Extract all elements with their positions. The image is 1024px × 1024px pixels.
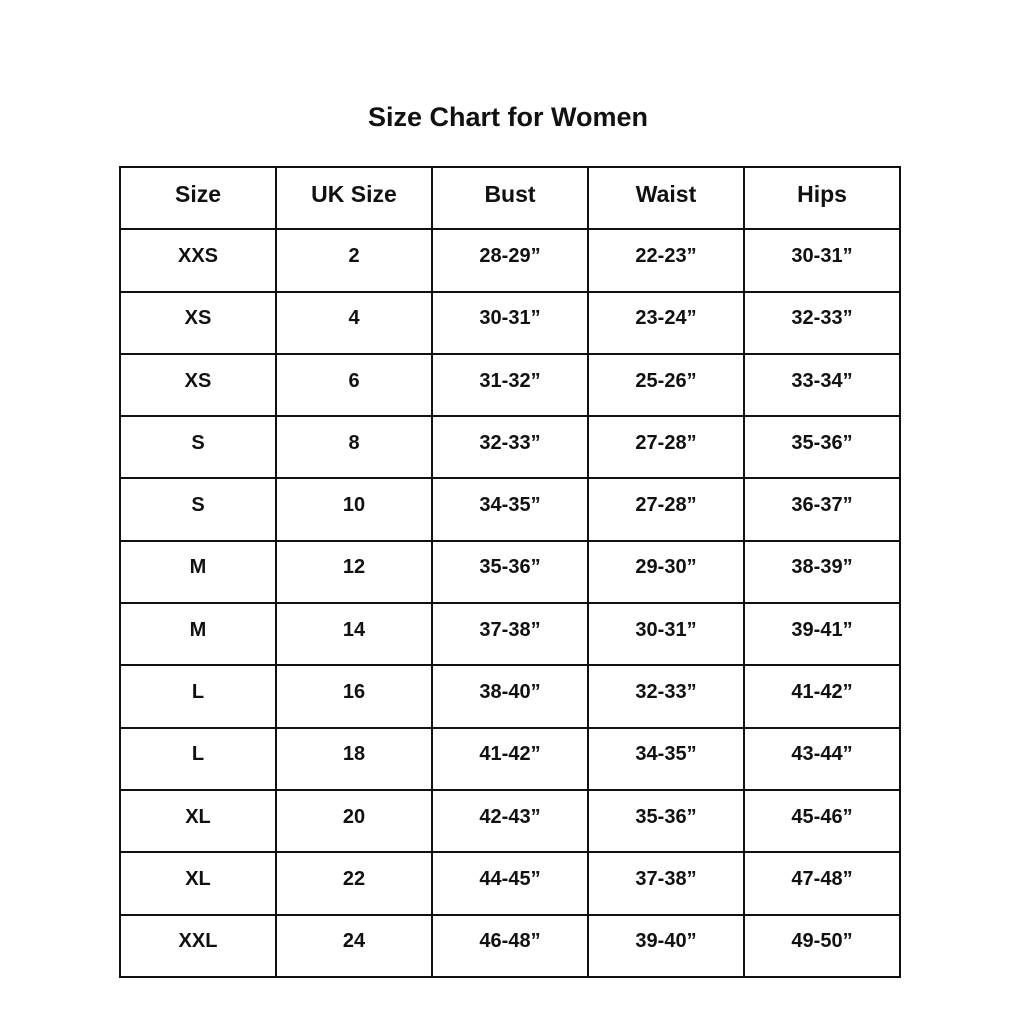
cell-hips: 30-31” xyxy=(743,228,901,293)
cell-size: XL xyxy=(119,788,277,854)
table-row: XL 22 44-45” 37-38” 47-48” xyxy=(119,851,901,916)
cell-uk-size: 18 xyxy=(275,726,433,791)
cell-uk-size: 2 xyxy=(275,228,433,293)
cell-bust: 41-42” xyxy=(431,726,589,791)
cell-bust: 46-48” xyxy=(431,913,589,978)
cell-uk-size: 20 xyxy=(275,788,433,854)
cell-size: M xyxy=(119,602,277,667)
cell-bust: 30-31” xyxy=(431,290,589,355)
cell-hips: 47-48” xyxy=(743,851,901,916)
header-uk-size: UK Size xyxy=(275,165,433,231)
table-row: L 16 38-40” 32-33” 41-42” xyxy=(119,664,901,729)
table-row: XL 20 42-43” 35-36” 45-46” xyxy=(119,788,901,854)
cell-waist: 35-36” xyxy=(587,788,745,854)
cell-waist: 25-26” xyxy=(587,352,745,418)
table-row: XXL 24 46-48” 39-40” 49-50” xyxy=(119,913,901,978)
cell-size: S xyxy=(119,415,277,480)
header-size: Size xyxy=(119,165,277,231)
header-hips: Hips xyxy=(743,165,901,231)
cell-size: XXL xyxy=(119,913,277,978)
cell-uk-size: 14 xyxy=(275,602,433,667)
cell-hips: 33-34” xyxy=(743,352,901,418)
cell-size: XS xyxy=(119,352,277,418)
table-header-row: Size UK Size Bust Waist Hips xyxy=(119,165,901,231)
cell-uk-size: 6 xyxy=(275,352,433,418)
header-waist: Waist xyxy=(587,165,745,231)
table-row: S 8 32-33” 27-28” 35-36” xyxy=(119,415,901,480)
cell-waist: 37-38” xyxy=(587,851,745,916)
size-chart-table: Size UK Size Bust Waist Hips XXS 2 28-29” 2… xyxy=(119,165,901,978)
cell-uk-size: 16 xyxy=(275,664,433,729)
cell-size: L xyxy=(119,726,277,791)
cell-bust: 28-29” xyxy=(431,228,589,293)
cell-hips: 36-37” xyxy=(743,477,901,542)
cell-hips: 35-36” xyxy=(743,415,901,480)
cell-waist: 39-40” xyxy=(587,913,745,978)
cell-uk-size: 8 xyxy=(275,415,433,480)
table-row: XS 4 30-31” 23-24” 32-33” xyxy=(119,290,901,355)
header-bust: Bust xyxy=(431,165,589,231)
cell-waist: 23-24” xyxy=(587,290,745,355)
cell-uk-size: 24 xyxy=(275,913,433,978)
cell-bust: 38-40” xyxy=(431,664,589,729)
cell-hips: 39-41” xyxy=(743,602,901,667)
cell-bust: 42-43” xyxy=(431,788,589,854)
cell-uk-size: 4 xyxy=(275,290,433,355)
cell-hips: 49-50” xyxy=(743,913,901,978)
cell-waist: 22-23” xyxy=(587,228,745,293)
cell-size: M xyxy=(119,539,277,605)
cell-uk-size: 10 xyxy=(275,477,433,542)
cell-hips: 41-42” xyxy=(743,664,901,729)
table-row: M 12 35-36” 29-30” 38-39” xyxy=(119,539,901,605)
cell-hips: 43-44” xyxy=(743,726,901,791)
cell-waist: 34-35” xyxy=(587,726,745,791)
cell-size: S xyxy=(119,477,277,542)
cell-waist: 27-28” xyxy=(587,415,745,480)
page-title: Size Chart for Women xyxy=(367,102,649,132)
cell-hips: 45-46” xyxy=(743,788,901,854)
cell-uk-size: 22 xyxy=(275,851,433,916)
cell-size: XL xyxy=(119,851,277,916)
cell-bust: 35-36” xyxy=(431,539,589,605)
cell-waist: 27-28” xyxy=(587,477,745,542)
cell-uk-size: 12 xyxy=(275,539,433,605)
cell-hips: 32-33” xyxy=(743,290,901,355)
table-row: M 14 37-38” 30-31” 39-41” xyxy=(119,602,901,667)
cell-waist: 32-33” xyxy=(587,664,745,729)
cell-waist: 30-31” xyxy=(587,602,745,667)
table-row: S 10 34-35” 27-28” 36-37” xyxy=(119,477,901,542)
table-row: L 18 41-42” 34-35” 43-44” xyxy=(119,726,901,791)
cell-waist: 29-30” xyxy=(587,539,745,605)
cell-bust: 32-33” xyxy=(431,415,589,480)
cell-bust: 31-32” xyxy=(431,352,589,418)
cell-bust: 37-38” xyxy=(431,602,589,667)
cell-size: XS xyxy=(119,290,277,355)
cell-size: L xyxy=(119,664,277,729)
cell-hips: 38-39” xyxy=(743,539,901,605)
table-row: XS 6 31-32” 25-26” 33-34” xyxy=(119,352,901,418)
table-row: XXS 2 28-29” 22-23” 30-31” xyxy=(119,228,901,293)
cell-size: XXS xyxy=(119,228,277,293)
cell-bust: 44-45” xyxy=(431,851,589,916)
cell-bust: 34-35” xyxy=(431,477,589,542)
